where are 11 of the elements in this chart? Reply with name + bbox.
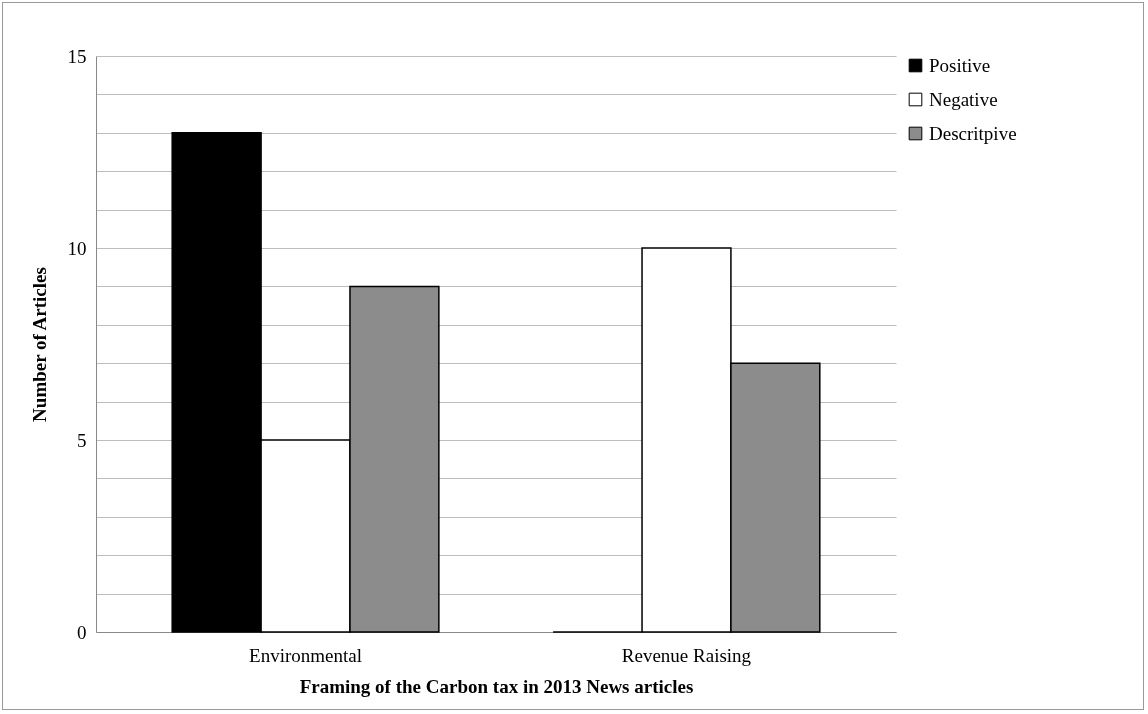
x-tick-label: Environmental <box>249 644 362 666</box>
y-axis-title: Number of Articles <box>28 267 50 422</box>
legend-label: Positive <box>929 54 991 76</box>
legend-label: Negative <box>929 88 998 110</box>
y-tick-label: 15 <box>67 45 87 67</box>
x-tick-label: Revenue Raising <box>621 644 752 666</box>
x-axis-title: Framing of the Carbon tax in 2013 News articles <box>299 675 694 697</box>
y-tick-label: 0 <box>77 621 87 643</box>
legend-label: Descritpive <box>929 122 1017 144</box>
y-tick-label: 5 <box>77 429 87 451</box>
y-tick-label: 10 <box>67 237 87 259</box>
